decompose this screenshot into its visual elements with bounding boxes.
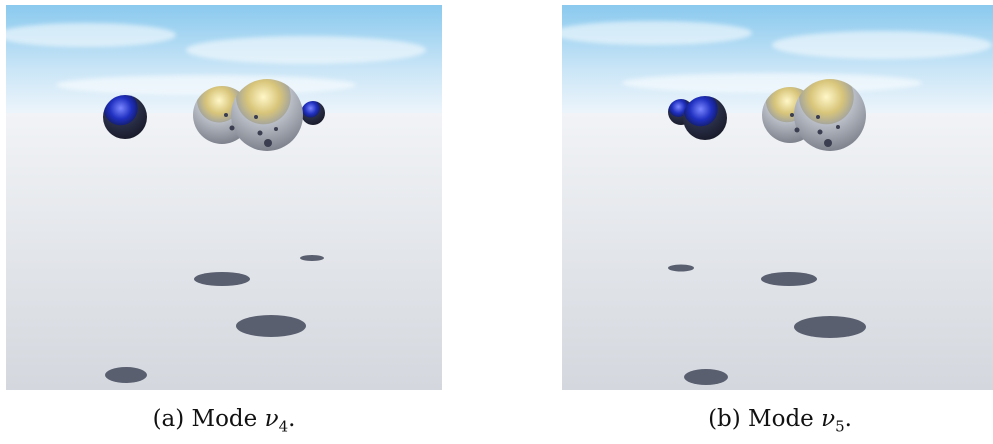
render-panel-mode-4 xyxy=(6,5,442,390)
caption-prefix: (b) Mode xyxy=(708,406,822,432)
clouds xyxy=(562,21,992,93)
blue-sphere xyxy=(103,95,147,139)
shadow xyxy=(761,272,817,286)
caption-suffix: . xyxy=(844,406,852,432)
sphere-reflections xyxy=(224,113,278,147)
mode-symbol: ν xyxy=(264,406,279,432)
shadow xyxy=(300,255,324,261)
shadow xyxy=(105,367,147,383)
blue-sphere xyxy=(301,101,325,125)
shadow xyxy=(684,369,728,385)
sphere-reflections xyxy=(790,113,840,147)
caption-prefix: (a) Mode xyxy=(152,406,265,432)
floor xyxy=(6,113,442,390)
gold-sphere xyxy=(794,79,866,151)
caption-suffix: . xyxy=(288,406,296,432)
shadow xyxy=(194,272,250,286)
blue-sphere xyxy=(683,96,727,140)
shadow xyxy=(668,264,694,272)
shadow xyxy=(236,315,306,337)
gold-sphere xyxy=(231,79,303,151)
floor xyxy=(562,113,993,390)
rendered-scene-a xyxy=(6,5,442,390)
caption-a: (a) Mode ν4. xyxy=(6,404,442,436)
mode-index: 4 xyxy=(278,417,289,436)
shadow xyxy=(794,316,866,338)
mode-index: 5 xyxy=(835,417,845,436)
caption-b: (b) Mode ν5. xyxy=(562,404,993,436)
rendered-scene-b xyxy=(562,5,993,390)
mode-symbol: ν xyxy=(821,406,836,432)
render-panel-mode-5 xyxy=(562,5,993,390)
